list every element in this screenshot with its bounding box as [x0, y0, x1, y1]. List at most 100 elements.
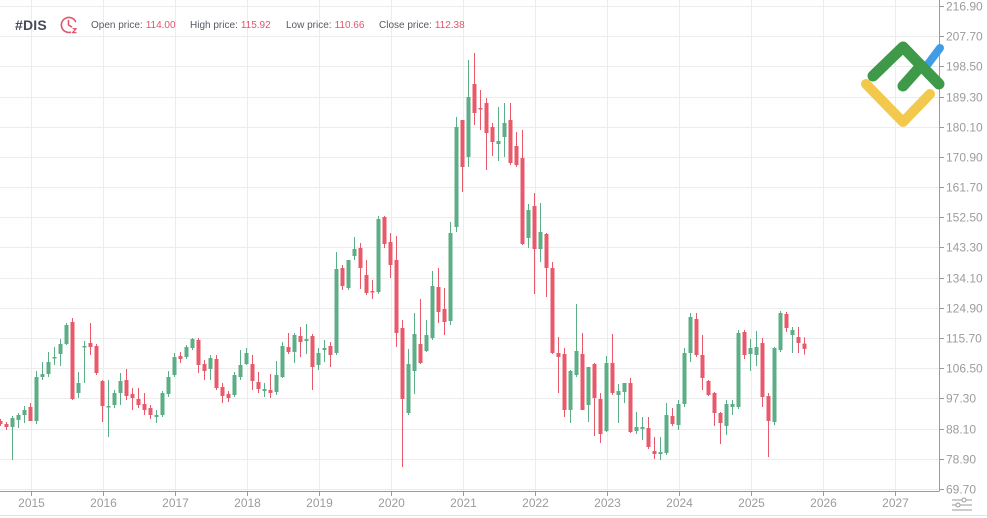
candle: [604, 356, 609, 433]
candle-body-up: [238, 365, 243, 378]
candle: [250, 354, 255, 391]
candle: [214, 354, 219, 391]
candle: [400, 320, 405, 468]
candle: [622, 383, 627, 404]
candle-body-up: [730, 404, 735, 408]
candle-body-up: [154, 415, 159, 418]
candle: [556, 337, 561, 394]
candle-body-down: [196, 340, 201, 366]
candle: [706, 380, 711, 397]
candle: [442, 288, 447, 336]
candle: [238, 350, 243, 381]
candle-body-up: [430, 286, 435, 339]
candle: [310, 334, 315, 391]
candle-body-up: [688, 317, 693, 353]
candle: [634, 412, 639, 435]
candle: [526, 204, 531, 249]
candle: [550, 262, 555, 355]
candle: [694, 313, 699, 358]
candle-body-down: [610, 363, 615, 394]
candle: [178, 352, 183, 364]
open-price-stat: Open price: 114.00: [91, 14, 176, 36]
candle: [682, 348, 687, 408]
candle-body-up: [376, 219, 381, 293]
candle-body-down: [580, 354, 585, 411]
candle: [148, 405, 153, 420]
candle-body-down: [544, 233, 549, 269]
clock-icon: [60, 16, 77, 34]
candle-body-down: [226, 394, 231, 399]
candle-body-down: [436, 287, 441, 312]
candle-body-up: [568, 371, 573, 411]
y-axis-label: 152.50: [946, 211, 983, 225]
candle: [52, 347, 57, 366]
candle-body-up: [160, 393, 165, 416]
candle: [436, 268, 441, 324]
candle: [616, 384, 621, 424]
candle-body-up: [16, 415, 21, 421]
timeframe-button[interactable]: [59, 14, 79, 36]
candle: [28, 403, 33, 422]
candle-body-down: [250, 364, 255, 382]
candle-body-down: [394, 260, 399, 334]
candle: [40, 362, 45, 381]
y-axis-label: 106.50: [946, 362, 983, 376]
y-axis-label: 143.30: [946, 241, 983, 255]
candle-body-down: [556, 352, 561, 358]
candle: [274, 361, 279, 396]
candle-body-up: [454, 127, 459, 228]
candle-body-up: [640, 427, 645, 430]
candle: [370, 279, 375, 299]
candle-body-up: [664, 415, 669, 454]
candle: [346, 260, 351, 291]
y-axis-label: 207.70: [946, 30, 983, 44]
candle: [232, 371, 237, 398]
candle: [196, 338, 201, 374]
candle-body-down: [340, 268, 345, 287]
candle: [376, 216, 381, 295]
candle-body-up: [754, 347, 759, 355]
candle-body-up: [232, 375, 237, 396]
candle-body-up: [274, 375, 279, 393]
y-axis-label: 161.70: [946, 181, 983, 195]
candle-body-down: [592, 364, 597, 399]
high-price-label: High price:: [190, 19, 238, 31]
candle: [472, 52, 477, 126]
chart-settings-button[interactable]: [951, 496, 973, 512]
candle-body-down: [442, 309, 447, 322]
candle: [100, 380, 105, 423]
candle-body-up: [778, 313, 783, 351]
x-axis-label: 2026: [810, 496, 837, 510]
candle: [316, 348, 321, 371]
candle-body-down: [760, 343, 765, 398]
candle: [580, 333, 585, 411]
candle: [490, 123, 495, 157]
y-axis-label: 78.90: [946, 453, 976, 467]
y-axis-label: 88.10: [946, 423, 976, 437]
x-axis-label: 2023: [594, 496, 621, 510]
x-axis-label: 2020: [378, 496, 405, 510]
candle-body-up: [604, 363, 609, 432]
candle: [496, 106, 501, 161]
candle-body-up: [244, 352, 249, 365]
candle-body-up: [292, 335, 297, 353]
candle-body-down: [550, 268, 555, 353]
candle: [598, 393, 603, 443]
candle-body-up: [502, 123, 507, 138]
candle: [172, 352, 177, 378]
candle: [394, 235, 399, 348]
candle: [790, 327, 795, 353]
candle: [4, 422, 9, 431]
candle: [484, 97, 489, 170]
candles: [0, 52, 807, 468]
high-price-stat: High price: 115.92: [190, 14, 271, 36]
candle-body-down: [508, 120, 513, 163]
candle-body-down: [646, 428, 651, 447]
candle-body-down: [520, 158, 525, 245]
candle: [118, 373, 123, 406]
candle: [514, 131, 519, 167]
candle: [802, 337, 807, 355]
y-axis-label: 198.50: [946, 60, 983, 74]
candle-body-up: [58, 344, 63, 355]
